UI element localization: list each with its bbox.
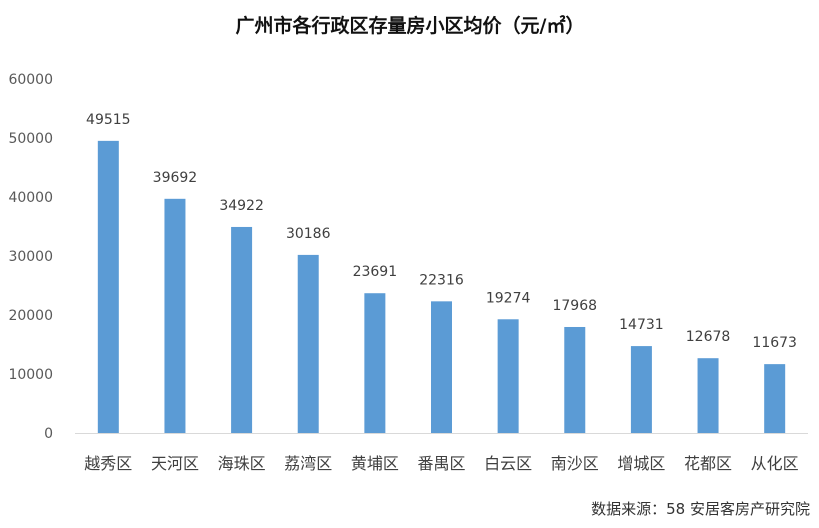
x-category-label: 番禺区 bbox=[417, 454, 465, 473]
bar bbox=[630, 346, 652, 433]
data-label: 34922 bbox=[219, 198, 264, 214]
x-category-label: 越秀区 bbox=[84, 454, 132, 473]
data-label: 39692 bbox=[153, 170, 198, 186]
bar bbox=[297, 254, 319, 433]
data-label: 23691 bbox=[353, 264, 398, 280]
bar bbox=[164, 198, 186, 433]
x-axis-labels: 越秀区 天河区 海珠区 荔湾区 黄埔区 番禺区 白云区 南沙区 增城区 花都区 从化区 bbox=[84, 454, 798, 473]
x-category-label: 增城区 bbox=[617, 454, 665, 473]
x-category-label: 荔湾区 bbox=[284, 454, 332, 473]
data-label: 49515 bbox=[86, 112, 131, 128]
y-tick-label: 0 bbox=[44, 426, 53, 442]
bar bbox=[431, 301, 452, 433]
data-label: 19274 bbox=[486, 290, 531, 306]
bar bbox=[497, 319, 519, 433]
y-tick-label: 20000 bbox=[8, 308, 53, 324]
chart-title: 广州市各行政区存量房小区均价（元/㎡） bbox=[236, 14, 585, 37]
data-label: 11673 bbox=[752, 335, 797, 351]
x-category-label: 从化区 bbox=[751, 454, 799, 473]
x-category-label: 海珠区 bbox=[218, 454, 266, 473]
bar bbox=[697, 358, 719, 433]
bar bbox=[764, 364, 786, 433]
data-label: 17968 bbox=[552, 298, 597, 314]
x-category-label: 天河区 bbox=[151, 454, 199, 473]
x-category-label: 南沙区 bbox=[551, 454, 599, 473]
y-axis: 0 10000 20000 30000 40000 50000 60000 bbox=[8, 72, 53, 442]
data-label: 22316 bbox=[419, 272, 464, 288]
data-labels: 49515 39692 34922 30186 23691 22316 19274 17968… bbox=[86, 112, 797, 351]
data-label: 30186 bbox=[286, 226, 331, 242]
bar bbox=[564, 326, 586, 433]
x-category-label: 黄埔区 bbox=[351, 454, 399, 473]
x-category-label: 白云区 bbox=[484, 454, 532, 473]
source-note: 数据来源：58 安居客房产研究院 bbox=[591, 500, 810, 518]
bars bbox=[97, 140, 786, 433]
data-label: 12678 bbox=[686, 329, 731, 345]
bar bbox=[231, 226, 253, 433]
y-tick-label: 50000 bbox=[8, 131, 53, 147]
y-tick-label: 10000 bbox=[8, 367, 53, 383]
y-tick-label: 30000 bbox=[8, 249, 53, 265]
bar bbox=[364, 293, 386, 433]
data-label: 14731 bbox=[619, 317, 664, 333]
bar bbox=[97, 140, 119, 433]
x-category-label: 花都区 bbox=[684, 454, 732, 473]
y-tick-label: 60000 bbox=[8, 72, 53, 88]
y-tick-label: 40000 bbox=[8, 190, 53, 206]
